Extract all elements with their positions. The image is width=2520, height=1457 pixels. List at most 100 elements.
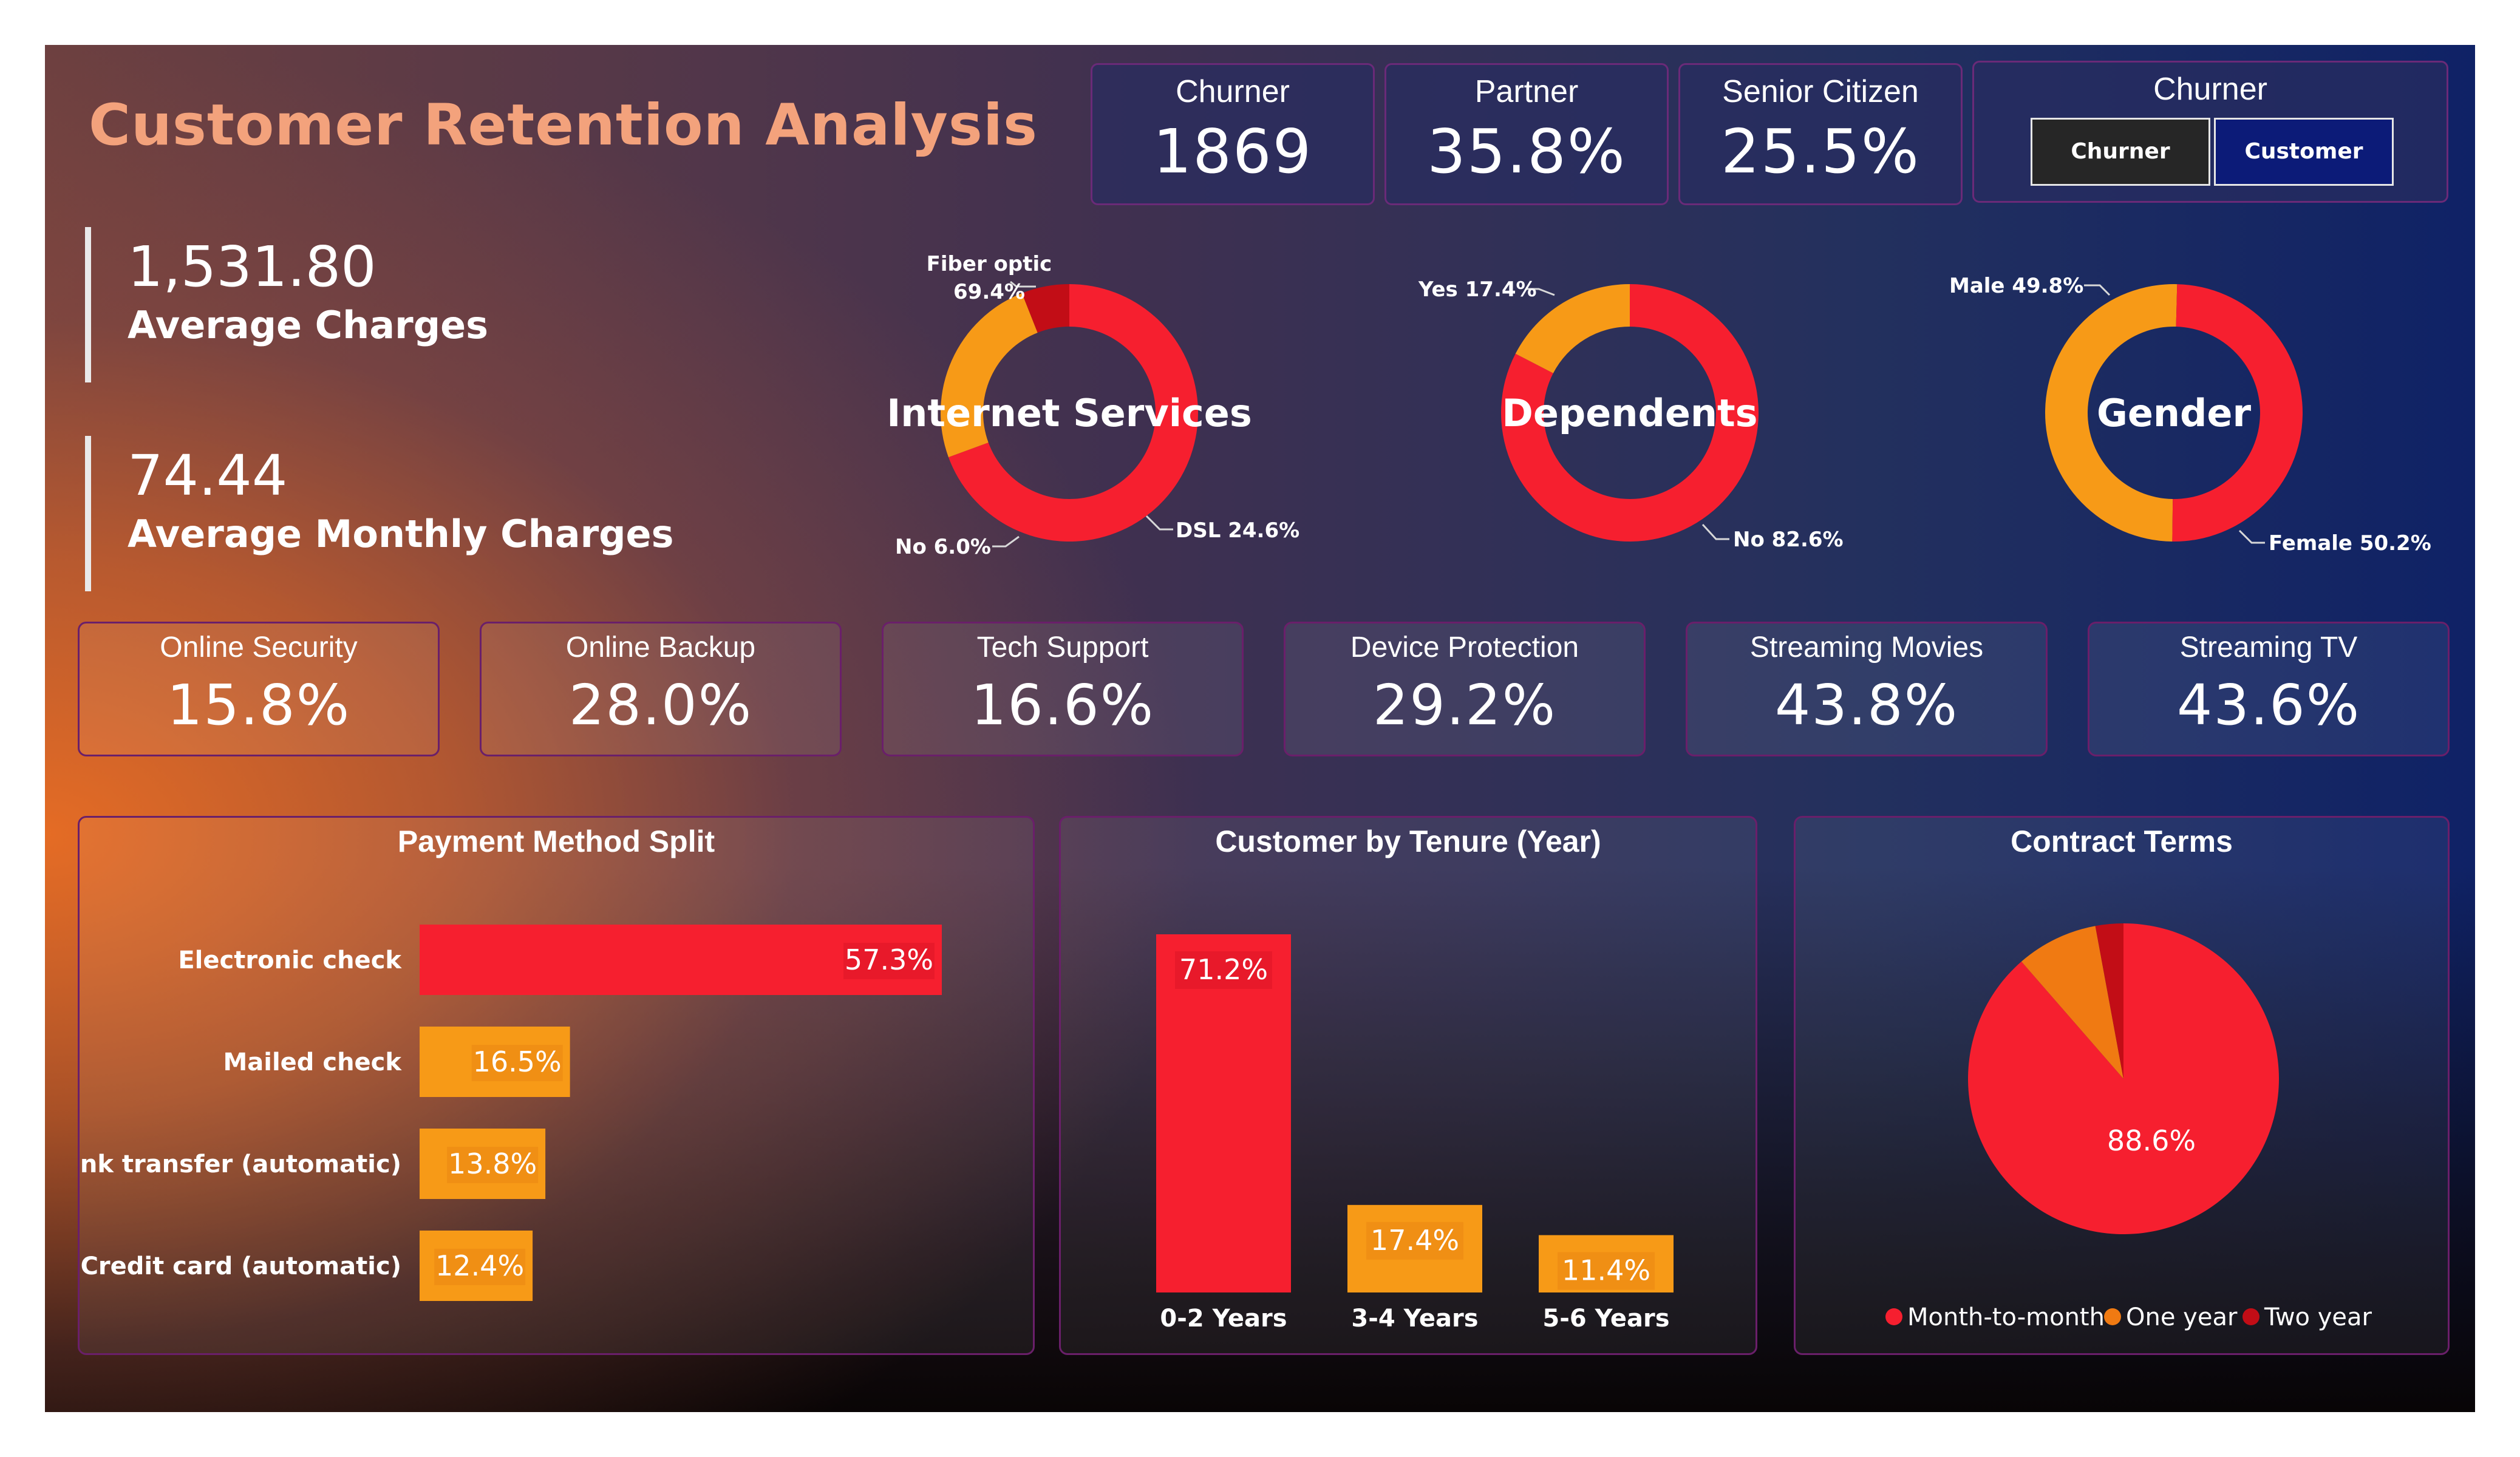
data-label-bg [434, 1249, 526, 1285]
data-label: 11.4% [1562, 1254, 1650, 1287]
dependents-donut: Yes 17.4% No 82.6% Dependents [1418, 277, 1844, 552]
service-value: 43.8% [1774, 673, 1959, 738]
service-value: 16.6% [970, 673, 1155, 738]
label-female: Female 50.2% [2269, 531, 2431, 555]
legend-marker [2104, 1308, 2121, 1325]
service-label: Streaming TV [2179, 631, 2358, 664]
slice-female [2045, 284, 2178, 542]
page-title: Customer Retention Analysis [89, 92, 1038, 158]
category-label: Mailed check [223, 1048, 402, 1076]
slicer-option-customer[interactable]: Customer [2214, 118, 2394, 186]
chart-title: Customer by Tenure (Year) [1215, 824, 1601, 858]
label-male: Male 49.8% [1949, 274, 2083, 298]
label-fiber-optic-value: 69.4% [953, 280, 1025, 304]
stat-average-charges: 1,531.80 Average Charges [85, 227, 488, 382]
leader-no-dependents [1701, 523, 1729, 540]
donut-title: Gender [2097, 391, 2252, 435]
kpi-card-senior-citizen: Senior Citizen 25.5% [1678, 63, 1963, 205]
dashboard-canvas: Customer Retention Analysis Churner 1869… [45, 45, 2475, 1412]
service-value: 29.2% [1372, 673, 1557, 738]
stat-value: 74.44 [128, 443, 288, 508]
contract-terms-panel: Contract Terms 88.6% Month-to-month One ye… [1794, 816, 2450, 1355]
stat-average-monthly-charges: 74.44 Average Monthly Charges [85, 436, 674, 591]
service-value: 15.8% [166, 673, 351, 738]
stat-label: Average Charges [128, 303, 489, 347]
slicer-option-churner[interactable]: Churner [2031, 118, 2210, 186]
contract-terms-chart: 88.6% Month-to-month One year Two year [1885, 923, 2372, 1331]
stat-value: 1,531.80 [128, 234, 376, 299]
service-card-streaming-movies: Streaming Movies 43.8% [1686, 622, 2048, 756]
kpi-label: Senior Citizen [1722, 74, 1919, 109]
service-value: 43.6% [2176, 673, 2361, 738]
leader-female [2238, 529, 2265, 544]
leader-no [992, 535, 1020, 548]
leader-fiber [1010, 280, 1036, 288]
slice-dsl [940, 293, 1038, 458]
slice-no [1501, 284, 1759, 542]
data-label-bg [1366, 1221, 1463, 1260]
service-label: Online Security [160, 631, 358, 664]
leader-male [2084, 284, 2111, 296]
legend-label-two-year: Two year [2264, 1303, 2372, 1331]
category-label: Bank transfer (automatic) [80, 1150, 401, 1178]
service-card-device-protection: Device Protection 29.2% [1284, 622, 1646, 756]
chart-title: Contract Terms [2011, 824, 2233, 858]
stat-label: Average Monthly Charges [128, 512, 674, 556]
category-label: 0-2 Years [1160, 1305, 1287, 1333]
leader-dsl [1145, 515, 1173, 531]
kpi-value: 1869 [1153, 116, 1313, 187]
donut-title: Dependents [1502, 391, 1757, 435]
category-label: Electronic check [178, 946, 402, 974]
data-label: 57.3% [845, 943, 933, 976]
service-label: Tech Support [976, 631, 1149, 664]
data-label: 13.8% [448, 1147, 537, 1180]
gender-donut: Male 49.8% Female 50.2% Gender [1949, 274, 2431, 555]
payment-method-chart: Electronic check 57.3% Mailed check 16.5% Ba… [80, 925, 942, 1301]
leader-yes [1527, 288, 1555, 296]
data-label: 12.4% [435, 1249, 524, 1282]
legend-marker [1885, 1308, 1902, 1325]
data-label: 16.5% [473, 1045, 562, 1078]
category-label: 3-4 Years [1351, 1305, 1478, 1333]
donut-title: Internet Services [887, 391, 1252, 435]
kpi-card-churner: Churner 1869 [1091, 63, 1375, 205]
bar-0-2-years [1156, 934, 1291, 1292]
service-label: Streaming Movies [1749, 631, 1984, 664]
data-label-bg [447, 1147, 539, 1183]
label-fiber-optic: Fiber optic [927, 252, 1052, 276]
data-label-bg [1175, 951, 1272, 989]
legend-label-month-to-month: Month-to-month [1907, 1303, 2105, 1331]
service-card-online-security: Online Security 15.8% [78, 622, 440, 756]
service-label: Device Protection [1350, 631, 1579, 664]
label-no: No 6.0% [895, 535, 991, 559]
kpi-label: Partner [1474, 74, 1579, 109]
label-yes: Yes 17.4% [1418, 277, 1537, 302]
slice-one-year [2021, 926, 2123, 1079]
service-label: Online Backup [565, 631, 756, 664]
service-card-online-backup: Online Backup 28.0% [480, 622, 842, 756]
data-label: 17.4% [1371, 1224, 1459, 1257]
label-no-dependents: No 82.6% [1733, 528, 1844, 552]
service-card-streaming-tv: Streaming TV 43.6% [2088, 622, 2450, 756]
service-value: 28.0% [568, 673, 753, 738]
slice-fiber-optic [948, 284, 1198, 542]
kpi-label: Churner [1176, 74, 1290, 109]
chart-title: Payment Method Split [397, 824, 715, 858]
legend-label-one-year: One year [2126, 1303, 2238, 1331]
data-label-bg [843, 943, 935, 979]
slice-yes [1515, 284, 1630, 373]
category-label: 5-6 Years [1542, 1305, 1669, 1333]
data-label-bg [1558, 1252, 1655, 1290]
slice-two-year [2095, 923, 2123, 1079]
kpi-value: 35.8% [1427, 116, 1626, 187]
data-label: 88.6% [2107, 1124, 2196, 1157]
service-card-tech-support: Tech Support 16.6% [882, 622, 1244, 756]
label-dsl: DSL 24.6% [1176, 518, 1299, 543]
data-label: 71.2% [1179, 953, 1268, 986]
donut-charts: Fiber optic 69.4% DSL 24.6% No 6.0% Internet… [887, 252, 2431, 559]
category-label: Credit card (automatic) [81, 1252, 401, 1280]
kpi-value: 25.5% [1721, 116, 1920, 187]
legend-marker [2242, 1308, 2259, 1325]
payment-method-panel: Payment Method Split Electronic check 57.… [78, 816, 1035, 1355]
tenure-panel: Customer by Tenure (Year) 71.2% 0-2 Years… [1059, 816, 1757, 1355]
